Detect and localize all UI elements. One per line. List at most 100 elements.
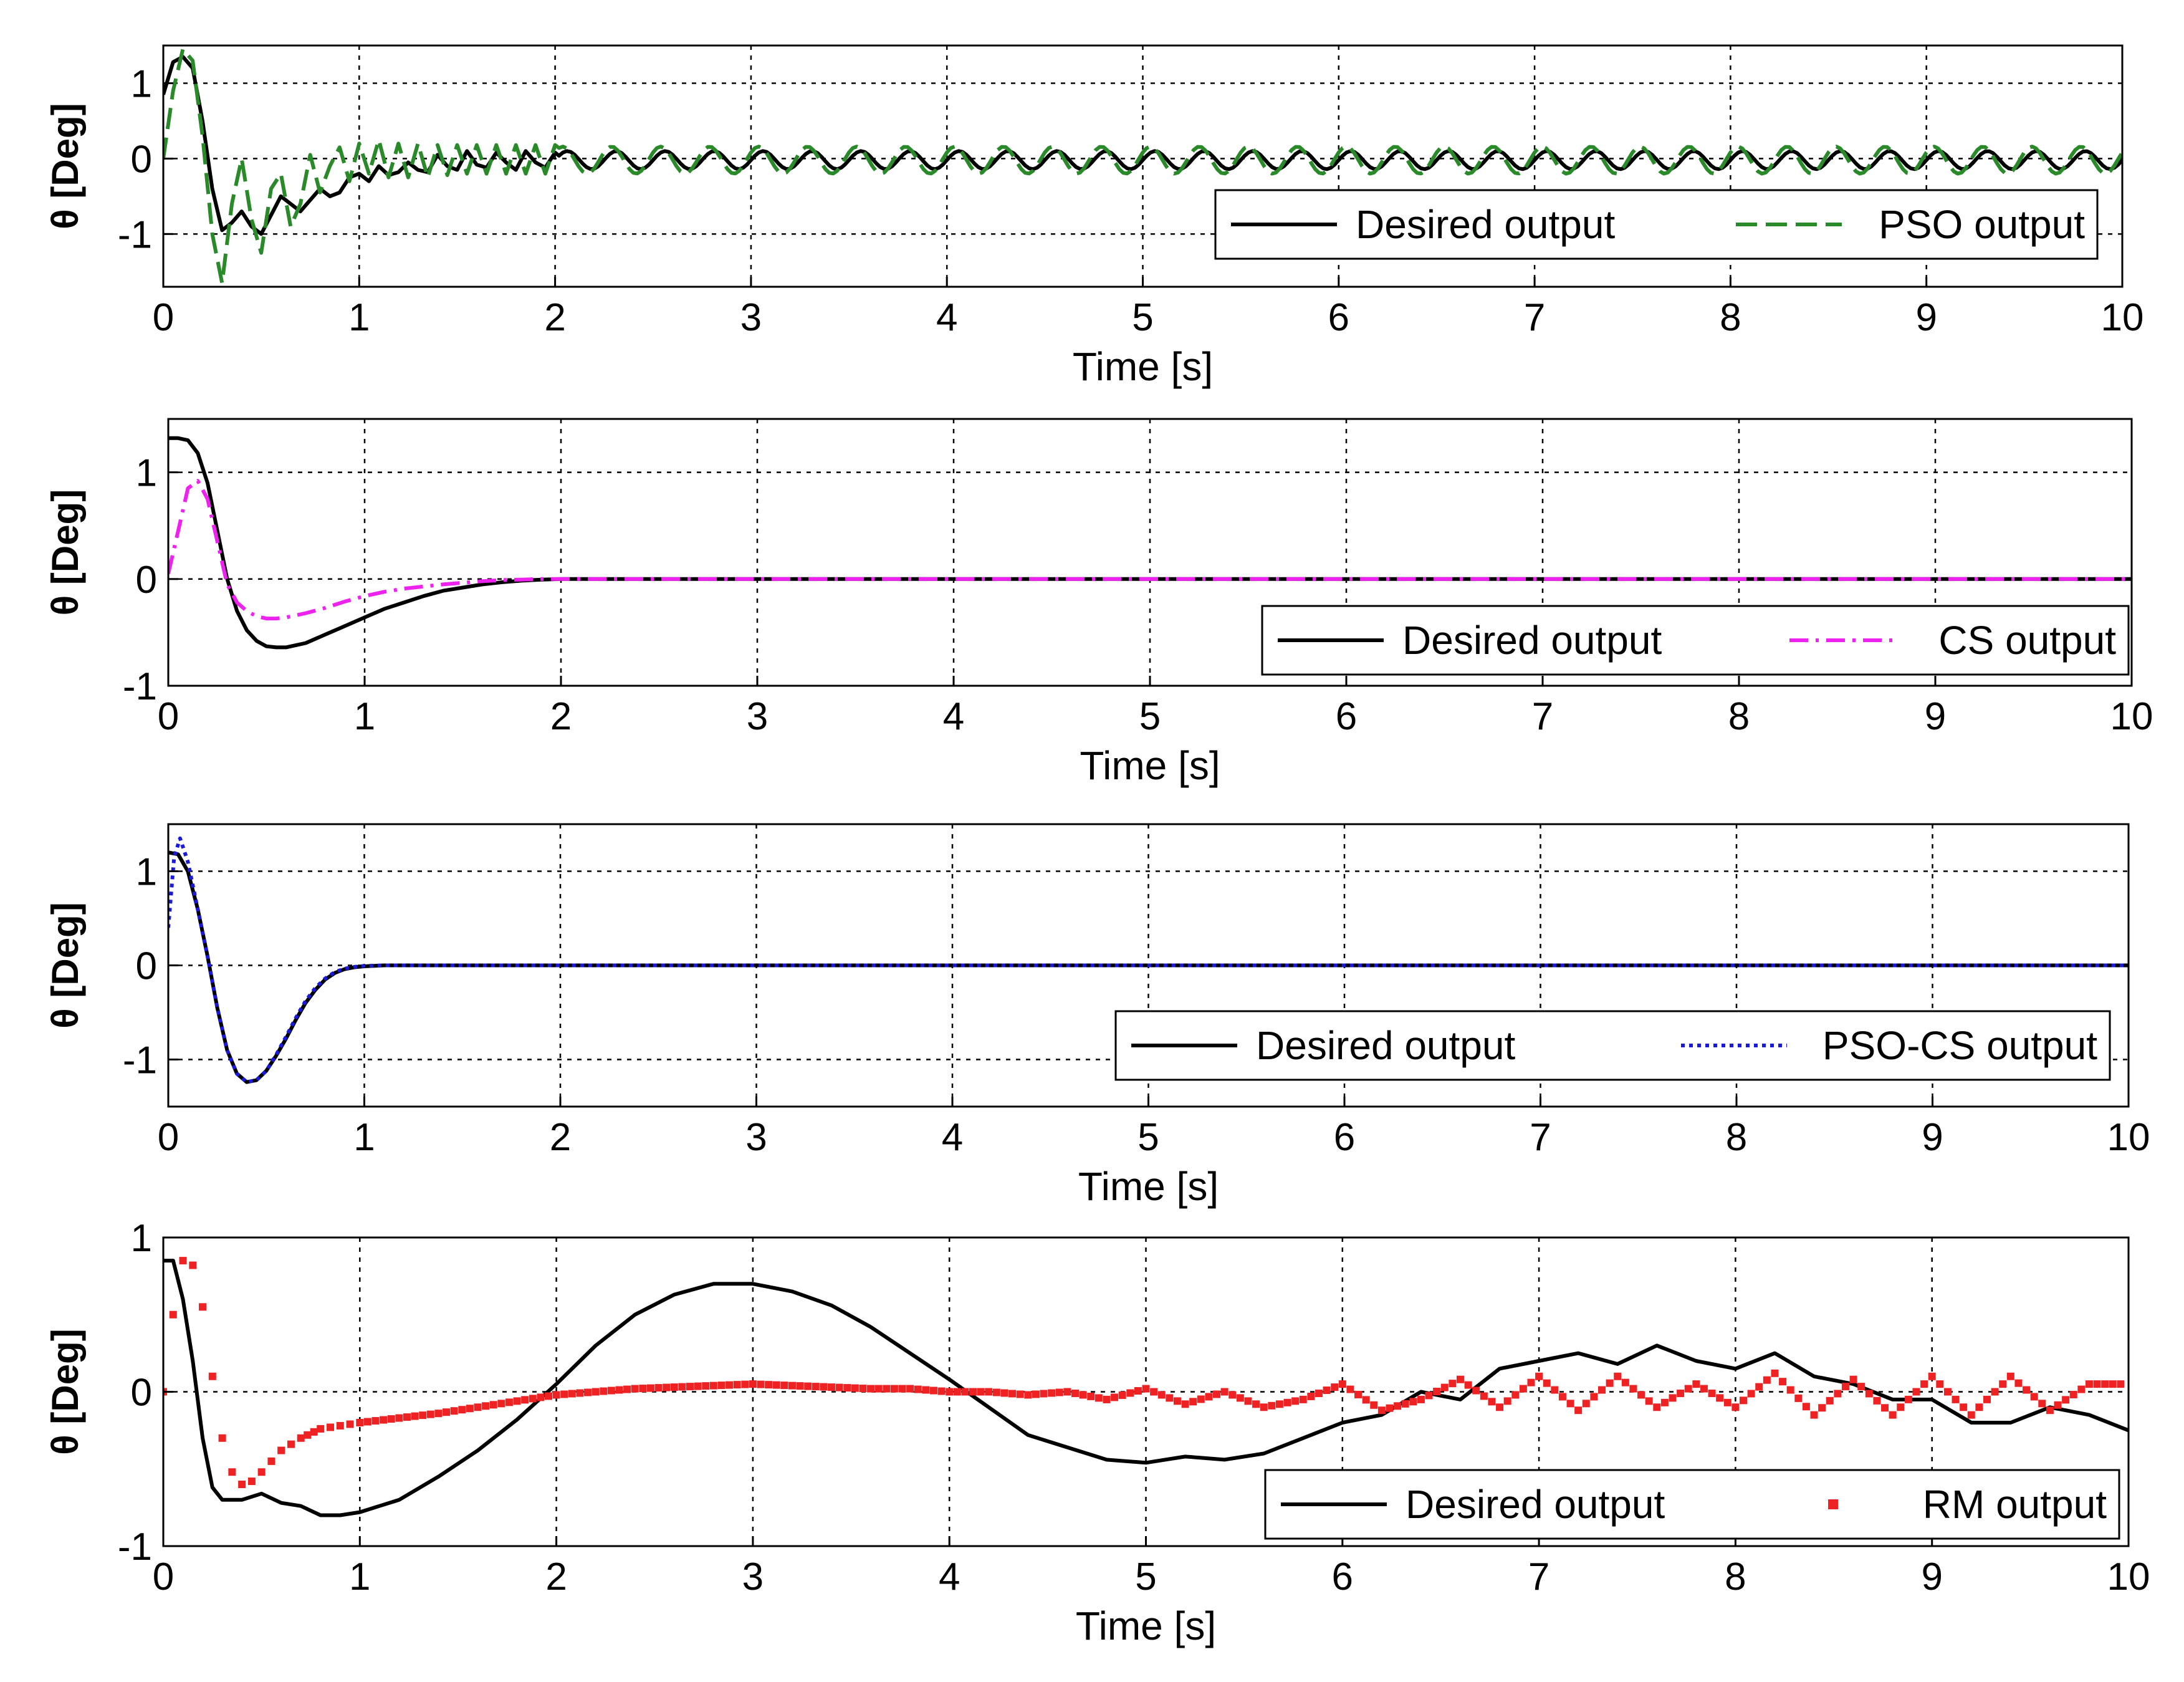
data-marker xyxy=(1747,1390,1755,1398)
data-marker xyxy=(2109,1380,2117,1388)
data-marker xyxy=(238,1481,246,1488)
data-marker xyxy=(1590,1393,1598,1401)
data-marker xyxy=(1999,1380,2007,1388)
data-marker xyxy=(1928,1372,1936,1380)
data-marker xyxy=(568,1390,576,1398)
data-marker xyxy=(906,1385,914,1393)
data-marker xyxy=(356,1419,364,1426)
data-marker xyxy=(820,1383,828,1391)
data-marker xyxy=(1960,1403,1968,1411)
legend: Desired output PSO output xyxy=(1214,189,2099,260)
legend: Desired output RM output xyxy=(1264,1469,2120,1540)
data-marker xyxy=(1849,1375,1857,1383)
data-marker xyxy=(1684,1385,1692,1393)
data-marker xyxy=(726,1381,734,1389)
data-marker xyxy=(883,1385,891,1393)
data-marker xyxy=(1708,1389,1716,1397)
data-marker xyxy=(513,1397,521,1405)
x-tick-label: 5 xyxy=(1135,1555,1156,1598)
data-marker xyxy=(1834,1390,1842,1398)
data-marker xyxy=(1220,1388,1228,1396)
data-marker xyxy=(631,1385,639,1393)
data-marker xyxy=(2054,1401,2062,1409)
data-marker xyxy=(615,1386,623,1394)
series-line-pso-output xyxy=(163,47,2122,285)
series-line-cs-output xyxy=(168,479,2132,621)
x-tick-label: 9 xyxy=(1915,296,1937,339)
data-marker xyxy=(1873,1396,1881,1405)
data-marker xyxy=(922,1386,930,1394)
data-marker xyxy=(828,1383,836,1391)
y-tick-label: -1 xyxy=(123,665,157,708)
legend-label: RM output xyxy=(1923,1482,2107,1527)
y-tick-label: 1 xyxy=(136,452,157,495)
data-marker xyxy=(694,1382,702,1390)
data-marker xyxy=(678,1383,686,1391)
x-tick-label: 6 xyxy=(1332,1555,1353,1598)
data-marker xyxy=(1142,1385,1150,1393)
data-marker xyxy=(1157,1391,1166,1399)
legend-label: Desired output xyxy=(1356,202,1615,247)
data-marker xyxy=(702,1382,710,1390)
data-marker xyxy=(544,1392,552,1400)
data-marker xyxy=(1354,1390,1363,1398)
data-marker xyxy=(552,1391,560,1399)
x-tick-label: 0 xyxy=(153,1555,174,1598)
legend-box xyxy=(1261,605,2130,676)
data-marker xyxy=(1111,1393,1119,1401)
series-line-desired-output xyxy=(168,436,2132,650)
data-marker xyxy=(1063,1388,1071,1396)
data-marker xyxy=(2014,1379,2023,1387)
data-marker xyxy=(741,1380,749,1388)
x-tick-label: 2 xyxy=(550,695,572,738)
data-marker xyxy=(482,1402,490,1410)
data-marker xyxy=(765,1381,773,1389)
data-marker xyxy=(623,1385,631,1393)
legend-label: PSO output xyxy=(1879,202,2085,247)
data-marker xyxy=(1558,1393,1566,1401)
data-marker xyxy=(2069,1390,2077,1398)
data-marker xyxy=(890,1385,898,1393)
data-marker xyxy=(371,1417,380,1425)
x-tick-label: 0 xyxy=(158,695,179,738)
data-marker xyxy=(310,1428,318,1436)
data-marker xyxy=(1236,1394,1244,1402)
legend-swatch xyxy=(1828,1499,1838,1509)
data-marker xyxy=(1166,1394,1174,1402)
x-tick-label: 9 xyxy=(1922,1116,1943,1159)
data-marker xyxy=(2006,1372,2014,1380)
data-marker xyxy=(1653,1403,1661,1411)
data-marker xyxy=(346,1420,354,1428)
data-marker xyxy=(961,1388,969,1396)
data-marker xyxy=(1401,1400,1409,1408)
data-marker xyxy=(1197,1395,1205,1403)
data-marker xyxy=(592,1388,600,1396)
data-marker xyxy=(395,1414,403,1422)
data-marker xyxy=(1213,1390,1221,1398)
data-marker xyxy=(1008,1390,1017,1398)
data-marker xyxy=(670,1383,678,1391)
x-tick-label: 10 xyxy=(2101,296,2144,339)
data-marker xyxy=(474,1403,482,1411)
data-marker xyxy=(1087,1392,1095,1400)
data-marker xyxy=(1488,1398,1496,1406)
data-marker xyxy=(686,1383,694,1391)
data-marker xyxy=(1881,1404,1889,1412)
data-marker xyxy=(584,1388,592,1396)
data-marker xyxy=(646,1384,654,1392)
data-marker xyxy=(199,1303,207,1311)
data-marker xyxy=(1551,1386,1559,1394)
data-marker xyxy=(1016,1390,1024,1398)
data-marker xyxy=(1660,1398,1669,1406)
series-group xyxy=(163,47,2122,285)
y-tick-label: -1 xyxy=(118,213,152,256)
data-marker xyxy=(1079,1391,1087,1399)
data-marker xyxy=(537,1393,545,1401)
data-marker xyxy=(1920,1380,1928,1388)
data-marker xyxy=(1456,1375,1464,1383)
data-marker xyxy=(1291,1397,1300,1405)
data-marker xyxy=(1386,1404,1394,1412)
data-marker xyxy=(1629,1385,1637,1393)
data-marker xyxy=(1103,1395,1111,1403)
legend: Desired output CS output xyxy=(1261,605,2130,676)
